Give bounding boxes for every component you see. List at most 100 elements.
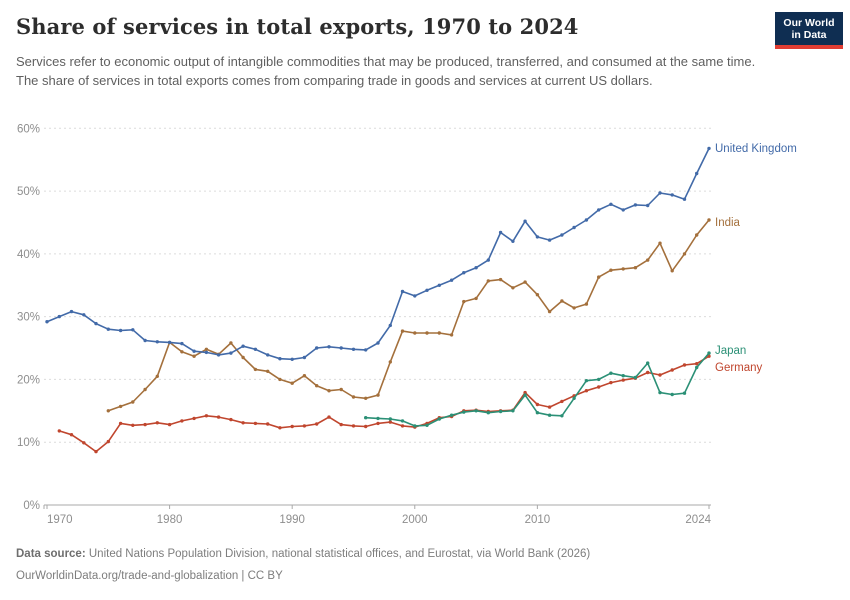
point-germany-2021[interactable] bbox=[670, 368, 674, 372]
point-united-kingdom-1996[interactable] bbox=[364, 348, 368, 352]
point-united-kingdom-1987[interactable] bbox=[253, 347, 258, 351]
point-japan-2012[interactable] bbox=[560, 414, 564, 418]
point-japan-2010[interactable] bbox=[535, 411, 540, 415]
point-india-1978[interactable] bbox=[143, 387, 147, 392]
point-india-1985[interactable] bbox=[229, 341, 233, 345]
point-japan-2024[interactable] bbox=[707, 351, 711, 355]
point-germany-1994[interactable] bbox=[339, 422, 343, 427]
point-united-kingdom-1986[interactable] bbox=[241, 344, 245, 348]
point-india-1987[interactable] bbox=[253, 367, 258, 372]
point-germany-1984[interactable] bbox=[216, 415, 221, 419]
point-germany-2009[interactable] bbox=[523, 390, 527, 395]
point-germany-2017[interactable] bbox=[621, 378, 625, 382]
point-united-kingdom-2017[interactable] bbox=[621, 208, 625, 212]
point-india-2018[interactable] bbox=[633, 266, 638, 270]
point-india-1981[interactable] bbox=[180, 350, 184, 354]
point-united-kingdom-2014[interactable] bbox=[584, 218, 589, 222]
point-germany-2022[interactable] bbox=[682, 363, 687, 367]
point-united-kingdom-2016[interactable] bbox=[609, 202, 613, 206]
point-germany-1974[interactable] bbox=[94, 449, 98, 454]
point-india-2010[interactable] bbox=[535, 293, 540, 297]
point-japan-1997[interactable] bbox=[376, 416, 380, 421]
point-united-kingdom-2001[interactable] bbox=[425, 288, 429, 292]
point-germany-1989[interactable] bbox=[278, 426, 282, 430]
point-japan-2000[interactable] bbox=[413, 424, 417, 428]
point-united-kingdom-2000[interactable] bbox=[413, 294, 417, 298]
point-germany-1975[interactable] bbox=[106, 439, 111, 444]
point-japan-2013[interactable] bbox=[572, 396, 576, 400]
point-germany-2015[interactable] bbox=[597, 385, 601, 389]
point-united-kingdom-2011[interactable] bbox=[547, 238, 552, 242]
point-united-kingdom-1978[interactable] bbox=[143, 338, 147, 343]
point-india-1993[interactable] bbox=[327, 389, 331, 393]
point-united-kingdom-2018[interactable] bbox=[633, 203, 638, 207]
point-india-1992[interactable] bbox=[315, 384, 319, 388]
point-japan-2015[interactable] bbox=[597, 377, 601, 382]
point-united-kingdom-1997[interactable] bbox=[376, 341, 380, 345]
series-united-kingdom[interactable] bbox=[45, 146, 711, 361]
point-united-kingdom-2015[interactable] bbox=[597, 208, 601, 212]
point-germany-1971[interactable] bbox=[57, 429, 61, 433]
point-india-2019[interactable] bbox=[646, 258, 650, 262]
point-india-2024[interactable] bbox=[707, 218, 711, 222]
point-united-kingdom-1982[interactable] bbox=[192, 349, 196, 353]
point-united-kingdom-2013[interactable] bbox=[572, 225, 576, 230]
point-india-2004[interactable] bbox=[462, 299, 466, 304]
point-japan-2003[interactable] bbox=[449, 413, 454, 417]
point-india-1996[interactable] bbox=[364, 396, 368, 400]
point-united-kingdom-2002[interactable] bbox=[437, 283, 441, 287]
point-japan-2011[interactable] bbox=[547, 413, 552, 417]
point-japan-2002[interactable] bbox=[437, 417, 441, 421]
line-india[interactable] bbox=[107, 219, 710, 412]
point-united-kingdom-1995[interactable] bbox=[351, 347, 356, 351]
point-india-1991[interactable] bbox=[302, 374, 307, 378]
point-india-2000[interactable] bbox=[413, 331, 417, 335]
point-united-kingdom-2021[interactable] bbox=[670, 193, 674, 197]
point-united-kingdom-1994[interactable] bbox=[339, 346, 343, 350]
point-united-kingdom-1989[interactable] bbox=[278, 357, 282, 361]
point-united-kingdom-2006[interactable] bbox=[486, 258, 490, 262]
license-link-line[interactable]: OurWorldinData.org/trade-and-globalizati… bbox=[16, 570, 283, 582]
point-germany-1999[interactable] bbox=[400, 424, 405, 428]
point-india-1983[interactable] bbox=[204, 347, 209, 351]
point-germany-2010[interactable] bbox=[535, 402, 540, 407]
point-germany-1985[interactable] bbox=[229, 417, 233, 422]
point-india-2009[interactable] bbox=[523, 280, 527, 284]
point-united-kingdom-1988[interactable] bbox=[266, 353, 270, 357]
point-india-2002[interactable] bbox=[437, 331, 441, 335]
point-japan-2004[interactable] bbox=[462, 410, 466, 414]
point-japan-2023[interactable] bbox=[695, 365, 699, 370]
point-germany-1992[interactable] bbox=[315, 422, 319, 426]
owid-logo[interactable]: Our World in Data bbox=[775, 12, 843, 49]
point-germany-2019[interactable] bbox=[646, 370, 650, 375]
line-germany[interactable] bbox=[58, 355, 710, 453]
point-united-kingdom-1971[interactable] bbox=[57, 314, 61, 319]
point-united-kingdom-1992[interactable] bbox=[315, 346, 319, 350]
point-japan-1999[interactable] bbox=[400, 419, 405, 423]
point-united-kingdom-1993[interactable] bbox=[327, 345, 331, 349]
point-india-2003[interactable] bbox=[449, 333, 454, 337]
point-germany-1991[interactable] bbox=[302, 424, 307, 428]
point-united-kingdom-1972[interactable] bbox=[69, 309, 74, 314]
point-united-kingdom-1975[interactable] bbox=[106, 327, 111, 331]
point-united-kingdom-1990[interactable] bbox=[290, 357, 294, 361]
point-japan-2018[interactable] bbox=[633, 375, 638, 380]
point-japan-2019[interactable] bbox=[646, 361, 650, 365]
point-germany-1976[interactable] bbox=[118, 421, 123, 426]
line-japan[interactable] bbox=[364, 352, 710, 427]
point-india-2008[interactable] bbox=[511, 286, 515, 290]
point-germany-1986[interactable] bbox=[241, 421, 245, 425]
point-united-kingdom-2009[interactable] bbox=[523, 219, 527, 223]
point-japan-1996[interactable] bbox=[364, 416, 368, 420]
point-united-kingdom-1998[interactable] bbox=[388, 323, 392, 328]
point-india-2016[interactable] bbox=[609, 268, 613, 272]
point-germany-1972[interactable] bbox=[69, 433, 74, 437]
point-germany-1987[interactable] bbox=[253, 421, 258, 426]
point-india-1976[interactable] bbox=[118, 404, 123, 409]
point-japan-2016[interactable] bbox=[609, 371, 613, 375]
point-germany-1978[interactable] bbox=[143, 422, 147, 427]
point-united-kingdom-1977[interactable] bbox=[131, 328, 135, 332]
point-japan-2009[interactable] bbox=[523, 393, 527, 397]
point-germany-1996[interactable] bbox=[364, 424, 368, 429]
point-united-kingdom-2012[interactable] bbox=[560, 233, 564, 237]
